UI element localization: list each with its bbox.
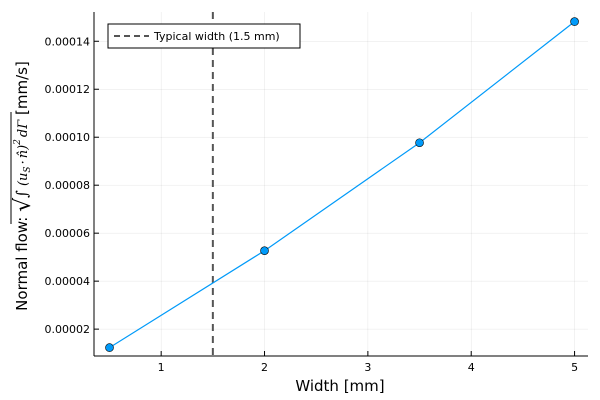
x-tick-label: 2: [261, 361, 268, 374]
y-axis-title-unit: [mm/s]: [13, 61, 31, 120]
axes: [93, 12, 588, 357]
y-axis-title-differential: dΓ: [16, 119, 31, 137]
y-tick-label: 0.00010: [45, 131, 91, 144]
y-tick-label: 0.00006: [45, 227, 91, 240]
svg-text:Normal flow: √∫(uS·n̂)2dΓ [mm/: Normal flow: √∫ (uS · n̂)2 dΓ [mm/s]: [11, 61, 36, 311]
x-tick-label: 4: [468, 361, 475, 374]
y-axis-title-power: 2: [13, 139, 23, 146]
y-tick-label: 0.00012: [45, 83, 91, 96]
y-tick-label: 0.00002: [45, 323, 91, 336]
y-axis-title-sqrt: √: [11, 197, 36, 212]
ticks: 1 2 3 4 5 0.00002 0.00004 0.00006 0.00008 0.00010…: [45, 35, 579, 374]
legend: Typical width (1.5 mm): [107, 23, 301, 49]
data-series: [105, 17, 579, 352]
y-axis-title-subscript: S: [23, 166, 33, 172]
x-tick-label: 3: [364, 361, 371, 374]
legend-label: Typical width (1.5 mm): [153, 30, 280, 43]
y-axis-title-dot: ·: [16, 160, 31, 164]
y-tick-label: 0.00004: [45, 275, 91, 288]
y-axis-title-integrand: (u: [16, 173, 31, 186]
data-point: [105, 343, 114, 352]
series-line: [109, 21, 575, 349]
y-axis-title-normal: n̂): [16, 145, 31, 158]
x-axis-title: Width [mm]: [295, 377, 384, 395]
x-tick-label: 1: [158, 361, 165, 374]
y-axis-title-prefix: Normal flow:: [13, 212, 31, 311]
data-point: [570, 17, 579, 26]
y-tick-label: 0.00014: [45, 35, 91, 48]
x-tick-label: 5: [571, 361, 578, 374]
y-axis-title: Normal flow: √∫ (uS · n̂)2 dΓ [mm/s]: [10, 61, 36, 311]
y-axis-title-integral: ∫: [13, 190, 31, 198]
data-point: [415, 138, 424, 148]
data-point: [260, 246, 269, 255]
y-tick-label: 0.00008: [45, 179, 91, 192]
